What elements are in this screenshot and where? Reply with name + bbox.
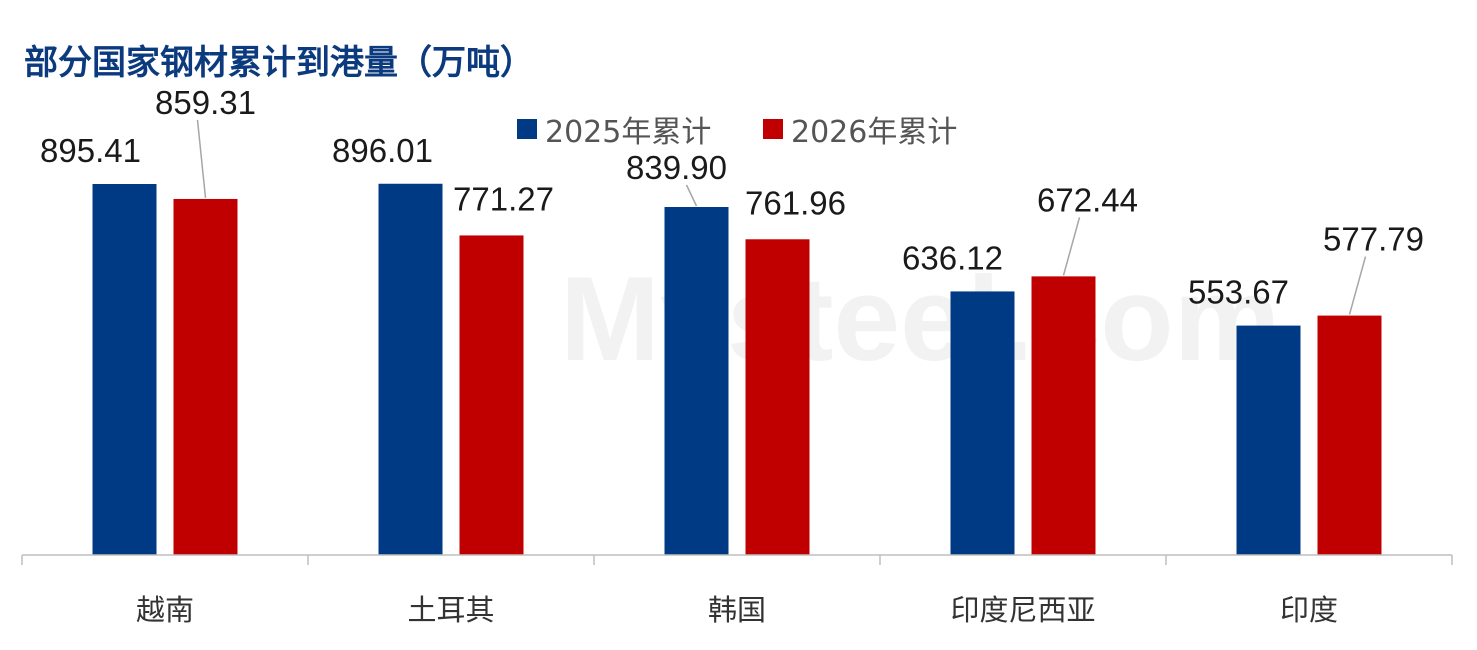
category-label-4: 印度 xyxy=(1280,593,1338,627)
leader-line-2-0 xyxy=(685,184,698,207)
value-label-2026-3: 672.44 xyxy=(1037,181,1138,218)
bar-2026-2 xyxy=(745,239,810,556)
value-label-2025-2: 839.90 xyxy=(626,149,727,186)
plot-area: 895.41 859.31 越南 896.01 771.27 土耳其 839.90 761.9… xyxy=(21,84,1453,627)
bar-2026-0 xyxy=(173,198,238,555)
value-label-2025-0: 895.41 xyxy=(40,132,141,169)
value-label-2025-3: 636.12 xyxy=(902,239,1003,276)
legend-swatch-2026 xyxy=(763,119,783,139)
legend: 2025年累计 2026年累计 xyxy=(517,115,957,150)
chart-title: 部分国家钢材累计到港量（万吨） xyxy=(24,43,534,83)
legend-label-2026: 2026年累计 xyxy=(791,115,957,150)
leader-line-3-1 xyxy=(1062,217,1081,276)
bar-2026-4 xyxy=(1317,315,1382,555)
category-label-0: 越南 xyxy=(136,593,194,627)
category-label-3: 印度尼西亚 xyxy=(950,593,1095,627)
value-label-2026-1: 771.27 xyxy=(453,180,554,217)
bar-2026-3 xyxy=(1031,276,1096,555)
category-label-1: 土耳其 xyxy=(407,593,494,627)
value-label-2026-4: 577.79 xyxy=(1323,221,1424,258)
bar-2025-2 xyxy=(664,206,729,555)
bar-2025-1 xyxy=(378,183,443,555)
leader-line-0-1 xyxy=(196,119,207,199)
legend-label-2025: 2025年累计 xyxy=(545,115,711,150)
category-label-2: 韩国 xyxy=(708,593,766,627)
bar-2026-1 xyxy=(459,235,524,555)
leader-line-4-1 xyxy=(1348,256,1367,315)
value-label-2026-2: 761.96 xyxy=(745,184,846,221)
legend-swatch-2025 xyxy=(517,119,537,139)
bar-2025-3 xyxy=(950,291,1015,555)
value-label-2025-1: 896.01 xyxy=(332,132,433,169)
value-label-2025-4: 553.67 xyxy=(1188,274,1289,311)
value-label-2026-0: 859.31 xyxy=(155,84,256,121)
bar-2025-0 xyxy=(92,184,157,555)
bar-2025-4 xyxy=(1236,325,1301,555)
